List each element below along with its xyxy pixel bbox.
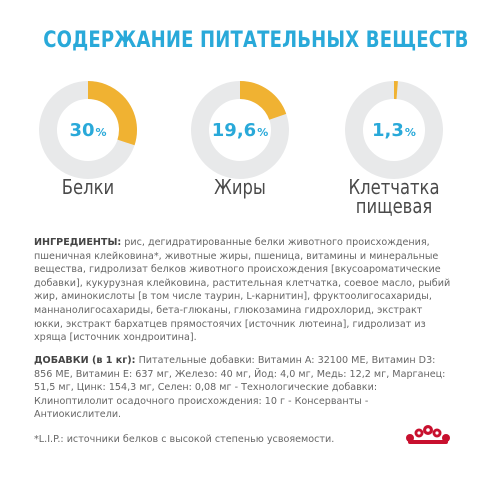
nutrient-label-line: пищевая	[355, 194, 433, 218]
nutrient-label-fat: Жиры	[183, 175, 298, 199]
page-title: СОДЕРЖАНИЕ ПИТАТЕЛЬНЫХ ВЕЩЕСТВ	[43, 28, 469, 53]
nutrient-value: 1,3%	[342, 78, 446, 182]
donut-chart-protein: 30%	[36, 78, 140, 182]
nutrient-unit: %	[404, 126, 416, 139]
ingredients-text: рис, дегидратированные белки животного п…	[34, 237, 451, 344]
nutrient-value: 19,6%	[188, 78, 292, 182]
ingredients-heading: ИНГРЕДИЕНТЫ:	[34, 237, 122, 248]
nutrient-label-fiber: Клетчатка пищевая	[337, 175, 452, 218]
additives-paragraph: ДОБАВКИ (в 1 кг): Питательные добавки: В…	[34, 354, 454, 422]
nutrient-value: 30%	[36, 78, 140, 182]
donut-chart-fat: 19,6%	[188, 78, 292, 182]
royal-canin-crown-icon	[404, 424, 452, 451]
nutrient-label-line: Клетчатка	[348, 175, 440, 199]
nutrient-number: 30	[69, 119, 95, 141]
nutrient-label-line: Белки	[61, 175, 115, 199]
additives-text: Питательные добавки: Витамин A: 32100 МЕ…	[34, 355, 446, 421]
nutrient-unit: %	[257, 126, 269, 139]
nutrient-label-line: Жиры	[214, 175, 266, 199]
donut-segment	[191, 81, 289, 179]
nutrient-label-protein: Белки	[31, 175, 146, 199]
ingredients-paragraph: ИНГРЕДИЕНТЫ: рис, дегидратированные белк…	[34, 236, 454, 345]
nutrient-unit: %	[95, 126, 107, 139]
footnote: *L.I.P.: источники белков с высокой степ…	[34, 434, 335, 445]
donut-segment	[345, 81, 443, 179]
donut-segment	[39, 81, 137, 179]
donut-chart-fiber: 1,3%	[342, 78, 446, 182]
nutrient-number: 1,3	[372, 119, 404, 141]
nutrient-number: 19,6	[211, 119, 257, 141]
additives-heading: ДОБАВКИ (в 1 кг):	[34, 355, 136, 366]
